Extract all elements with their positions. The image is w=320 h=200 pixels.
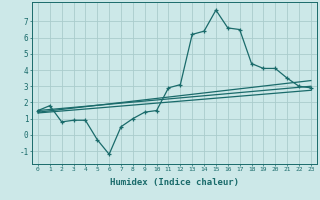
- X-axis label: Humidex (Indice chaleur): Humidex (Indice chaleur): [110, 178, 239, 187]
